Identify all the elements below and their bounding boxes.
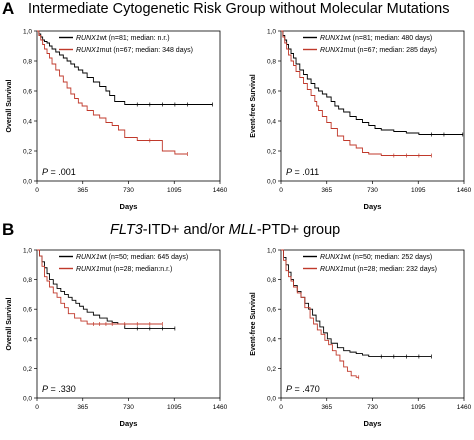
x-tick-label: 1095	[167, 404, 182, 411]
p-value-label: P = .001	[42, 167, 76, 177]
x-tick-label: 0	[35, 404, 39, 411]
y-tick-label: 0,2	[267, 366, 276, 373]
panel-b-title-part-4: -PTD+ group	[256, 222, 341, 238]
y-tick-label: 0,0	[267, 396, 276, 403]
y-tick-label: 0,8	[23, 59, 32, 66]
y-tick-label: 0,0	[23, 396, 32, 403]
y-axis-label: Event-free Survival	[250, 74, 257, 137]
y-tick-label: 0,8	[267, 277, 276, 284]
panel-b-title-part-3: MLL	[228, 222, 257, 238]
km-curve-mut	[37, 30, 188, 155]
p-value-label: P = .470	[286, 384, 320, 394]
y-tick-label: 0,0	[23, 179, 32, 186]
x-tick-label: 730	[123, 404, 134, 411]
km-curve-mut	[281, 249, 359, 378]
y-tick-label: 0,2	[267, 149, 276, 156]
p-value-label: P = .330	[42, 384, 76, 394]
y-tick-label: 0,2	[23, 149, 32, 156]
panel-a-title: Intermediate Cytogenetic Risk Group with…	[28, 1, 450, 17]
y-tick-label: 1,0	[267, 248, 276, 255]
x-tick-label: 730	[367, 187, 378, 194]
y-axis-label: Overall Survival	[6, 297, 13, 350]
chart-1: 0,0 0,2 0,4 0,6 0,8 1,0 0 365 730 1095 1460 Days Ove…	[6, 29, 228, 212]
y-tick-label: 0,4	[267, 119, 276, 126]
x-tick-label: 365	[77, 404, 88, 411]
x-tick-label: 1095	[167, 187, 182, 194]
x-axis-label: Days	[364, 419, 382, 428]
x-tick-label: 1095	[411, 187, 426, 194]
panel-b-title: FLT3-ITD+ and/or MLL-PTD+ group	[110, 222, 340, 238]
panel-b-letter: B	[2, 220, 15, 239]
y-tick-label: 0,6	[23, 89, 32, 96]
y-tick-label: 0,8	[23, 277, 32, 284]
km-curve-wt	[37, 30, 213, 105]
legend-label-mut: RUNX1mut (n=28; median: 232 days)	[320, 266, 437, 273]
x-tick-label: 365	[321, 187, 332, 194]
x-tick-label: 1460	[457, 187, 472, 194]
legend-label-wt: RUNX1wt (n=50; median: 645 days)	[76, 254, 188, 261]
legend-label-mut: RUNX1mut (n=67; median: 348 days)	[76, 47, 193, 54]
legend-label-wt: RUNX1wt (n=50; median: 252 days)	[320, 254, 432, 261]
y-tick-label: 0,2	[23, 366, 32, 373]
km-curve-mut	[281, 30, 432, 156]
x-tick-label: 365	[321, 404, 332, 411]
panel-a-letter: A	[2, 0, 15, 18]
legend-label-mut: RUNX1mut (n=28; median:n.r.)	[76, 266, 172, 273]
x-tick-label: 0	[279, 187, 283, 194]
y-tick-label: 0,6	[23, 307, 32, 314]
km-curve-mut	[37, 249, 163, 325]
chart-4: 0,0 0,2 0,4 0,6 0,8 1,0 0 365 730 1095 1460 Days Eve…	[250, 248, 472, 429]
legend-label-wt: RUNX1wt (n=81; median: n.r.)	[76, 35, 170, 42]
x-axis-label: Days	[120, 419, 138, 428]
y-tick-label: 0,0	[267, 179, 276, 186]
x-tick-label: 730	[123, 187, 134, 194]
x-tick-label: 0	[279, 404, 283, 411]
x-tick-label: 365	[77, 187, 88, 194]
panel-b-title-part-1: FLT3	[110, 222, 143, 238]
y-tick-label: 1,0	[267, 29, 276, 36]
chart-2: 0,0 0,2 0,4 0,6 0,8 1,0 0 365 730 1095 1460 Days Eve…	[250, 29, 472, 212]
x-tick-label: 1460	[213, 404, 228, 411]
km-curve-wt	[37, 249, 175, 329]
x-tick-label: 730	[367, 404, 378, 411]
x-tick-label: 1460	[213, 187, 228, 194]
y-axis-label: Event-free Survival	[250, 292, 257, 355]
chart-3: 0,0 0,2 0,4 0,6 0,8 1,0 0 365 730 1095 1460 Days Ove…	[6, 248, 228, 429]
p-value-label: P = .011	[286, 167, 319, 177]
y-tick-label: 1,0	[23, 29, 32, 36]
km-curve-wt	[281, 30, 463, 135]
y-tick-label: 0,4	[23, 336, 32, 343]
panel-b-title-part-2: -ITD+ and/or	[142, 222, 229, 238]
x-tick-label: 0	[35, 187, 39, 194]
y-tick-label: 1,0	[23, 248, 32, 255]
x-tick-label: 1095	[411, 404, 426, 411]
y-axis-label: Overall Survival	[6, 79, 13, 132]
x-axis-label: Days	[364, 202, 382, 211]
y-tick-label: 0,6	[267, 89, 276, 96]
x-axis-label: Days	[120, 202, 138, 211]
y-tick-label: 0,6	[267, 307, 276, 314]
y-tick-label: 0,4	[23, 119, 32, 126]
y-tick-label: 0,4	[267, 336, 276, 343]
x-tick-label: 1460	[457, 404, 472, 411]
y-tick-label: 0,8	[267, 59, 276, 66]
legend-label-wt: RUNX1wt (n=81; median: 480 days)	[320, 35, 432, 42]
legend-label-mut: RUNX1mut (n=67; median: 285 days)	[320, 47, 437, 54]
